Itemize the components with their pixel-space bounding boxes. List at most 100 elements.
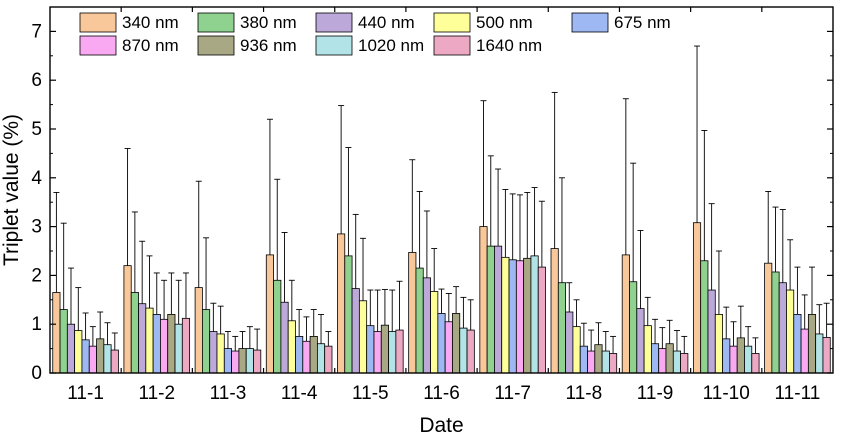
bar [81, 339, 90, 374]
bar [287, 320, 296, 374]
legend-swatch [433, 12, 471, 33]
bar [643, 325, 652, 374]
bar [700, 260, 709, 374]
x-tick-label: 11-2 [138, 383, 175, 404]
bar [692, 222, 702, 374]
bar [651, 343, 660, 374]
bar [557, 282, 567, 374]
legend-label: 1020 nm [358, 36, 424, 55]
x-tick-label: 11-10 [703, 383, 750, 404]
bar [430, 291, 439, 374]
bar [351, 288, 360, 374]
bar [123, 265, 132, 374]
legend-swatch [197, 35, 235, 56]
bar [110, 349, 119, 374]
bar [508, 259, 517, 374]
y-tick-label: 5 [31, 119, 42, 140]
x-tick-label: 11-11 [775, 383, 821, 404]
bar [736, 337, 745, 374]
bar [209, 331, 218, 374]
legend-swatch [315, 35, 353, 56]
bar [452, 313, 461, 374]
bar [722, 338, 731, 374]
bar [523, 257, 532, 374]
bar [729, 345, 738, 374]
legend-label: 870 nm [122, 36, 179, 55]
x-tick-label: 11-6 [423, 383, 460, 404]
bar [530, 255, 539, 374]
bar [479, 226, 488, 374]
bar [145, 307, 154, 374]
bar [273, 279, 282, 374]
legend-swatch [79, 35, 117, 56]
bar [59, 309, 68, 374]
bar [437, 313, 446, 374]
bar [800, 328, 809, 374]
bar [280, 301, 289, 374]
bar [636, 308, 645, 374]
bar [665, 343, 674, 374]
plot-frame [49, 6, 834, 374]
bar [88, 345, 97, 374]
bar [415, 267, 424, 374]
legend-swatch [571, 12, 609, 33]
bar [501, 256, 510, 374]
bar [373, 331, 382, 374]
x-axis-title: Date [419, 414, 463, 437]
bar [337, 233, 346, 374]
legend-label: 936 nm [240, 36, 297, 55]
y-tick-label: 2 [31, 265, 42, 286]
y-tick-label: 7 [31, 21, 42, 42]
bar [194, 287, 203, 374]
bar [160, 318, 169, 374]
bar [295, 335, 304, 374]
bar [152, 314, 161, 374]
x-tick-label: 11-1 [67, 383, 104, 404]
bar [265, 254, 274, 374]
bar [395, 329, 404, 374]
bar [103, 344, 112, 374]
bar [579, 345, 588, 374]
legend-swatch [433, 35, 471, 56]
bar [486, 245, 495, 374]
legend-label: 1640 nm [476, 36, 542, 55]
bar [444, 321, 453, 374]
bar [587, 350, 596, 374]
y-tick-label: 1 [31, 314, 42, 335]
bar [565, 311, 574, 374]
bar [174, 323, 183, 374]
y-axis-title: Triplet value (%) [0, 114, 23, 266]
bar [594, 344, 603, 374]
bar [807, 314, 817, 374]
bar [537, 266, 546, 374]
bar [778, 282, 787, 374]
bar [52, 292, 61, 374]
y-tick-label: 4 [31, 168, 42, 189]
legend-label: 340 nm [122, 13, 179, 32]
bar [309, 335, 318, 374]
bar [459, 327, 468, 374]
bar [764, 262, 773, 374]
bar [629, 281, 638, 374]
bar [572, 326, 581, 374]
legend-label: 675 nm [614, 13, 671, 32]
bar [822, 336, 831, 374]
bar [609, 353, 618, 374]
bar [74, 330, 83, 374]
bar [138, 303, 147, 374]
bar [316, 343, 326, 374]
bar [366, 325, 375, 374]
bar [550, 248, 559, 374]
bar [515, 260, 525, 374]
bar [358, 300, 368, 374]
bar [324, 345, 333, 374]
legend-swatch [79, 12, 117, 33]
bar [771, 271, 780, 374]
x-tick-label: 11-5 [352, 383, 389, 404]
x-tick-label: 11-7 [494, 383, 531, 404]
bar [815, 333, 824, 374]
bar [201, 309, 211, 374]
bar [238, 348, 247, 374]
legend-label: 440 nm [358, 13, 415, 32]
